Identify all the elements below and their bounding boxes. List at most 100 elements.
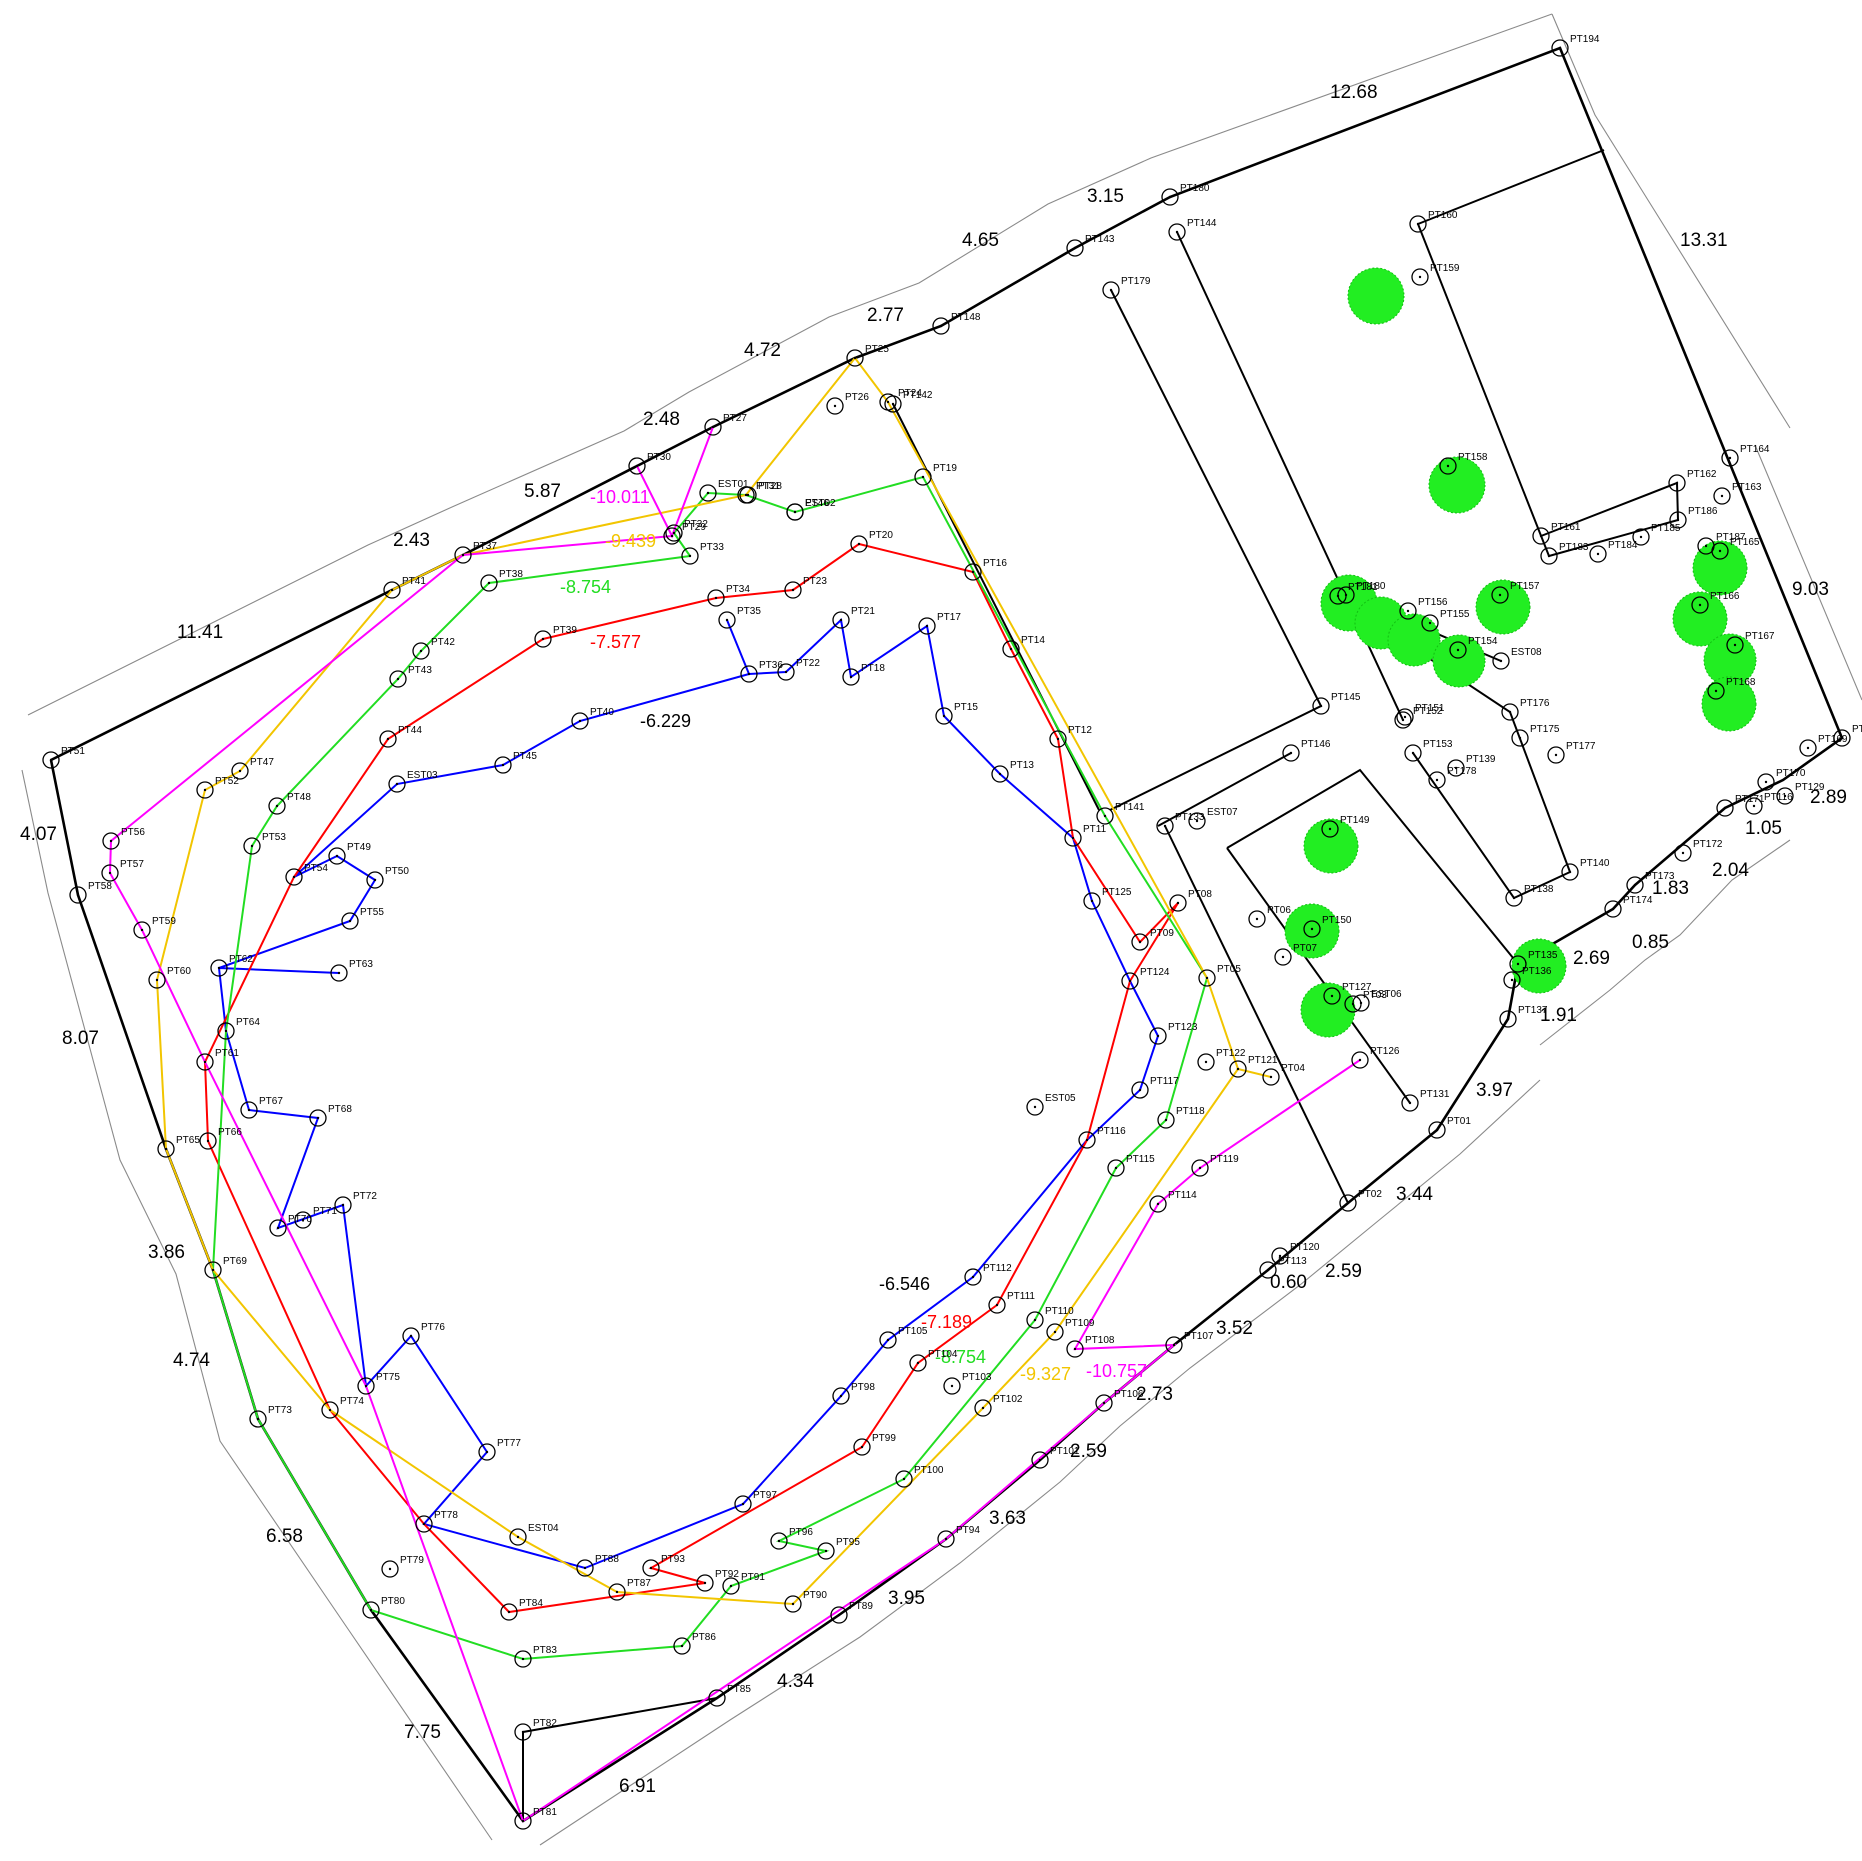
survey-point-marker [1499,1010,1517,1028]
survey-point-marker [1757,773,1775,791]
survey-point-dot [886,400,890,404]
survey-point-label: PT17 [937,612,961,623]
survey-point-label: PT172 [1693,839,1723,850]
survey-point-label: PT22 [796,658,820,669]
survey-point: PT87 [608,1578,651,1601]
survey-point-dot [1512,896,1516,900]
survey-point-dot [784,670,788,674]
survey-point-marker [943,1377,961,1395]
survey-point-marker [1411,268,1429,286]
survey-point-dot [741,1502,745,1506]
property-boundary [49,46,1844,1823]
survey-point-marker [148,971,166,989]
survey-point: PT81 [514,1807,557,1830]
survey-point-dot [791,1602,795,1606]
survey-point: PT153 [1404,739,1453,762]
survey-point: PT07 [1274,943,1317,966]
survey-point-label: PT140 [1580,858,1610,869]
survey-point-marker [210,959,228,977]
survey-point: PT88 [576,1554,619,1577]
survey-point-marker [1776,787,1794,805]
survey-point-label: PT177 [1566,741,1596,752]
survey-point-marker [330,964,348,982]
survey-point-dot [1358,1058,1362,1062]
survey-point-label: PT94 [956,1525,980,1536]
survey-point-marker [777,663,795,681]
survey-point-label: EST01 [718,479,749,490]
survey-point-marker [1149,1027,1167,1045]
survey-point-label: PT29 [682,522,706,533]
survey-point-marker [1282,744,1300,762]
survey-point: PT117 [1131,1076,1179,1099]
survey-point: PT26 [826,392,869,415]
survey-point-label: EST03 [407,770,438,781]
survey-point: EST04 [509,1523,559,1546]
survey-point: PT44 [379,725,422,748]
survey-point: PT151 [1396,703,1445,726]
survey-point-label: PT44 [398,725,422,736]
survey-point-marker [1626,876,1644,894]
dimension-text: 4.07 [20,824,57,845]
survey-point-label: PT113 [1278,1256,1307,1267]
survey-point-marker [1691,596,1709,614]
survey-point-marker [454,546,472,564]
survey-point-dot [824,1549,828,1553]
survey-point-dot [76,893,80,897]
survey-point-label: PT77 [497,1438,521,1449]
dimension-text: 9.03 [1792,579,1829,600]
dimension-text: 0.60 [1270,1272,1307,1293]
survey-point-label: PT05 [1217,964,1241,975]
survey-point-dot [1346,1201,1350,1205]
survey-point-marker [826,397,844,415]
survey-point-label: PT135 [1528,950,1558,961]
survey-point-dot [49,758,53,762]
survey-point-dot [839,618,843,622]
survey-point-marker [402,1327,420,1345]
survey-point-dot [1401,718,1405,722]
survey-point-label: PT122 [1216,1048,1246,1059]
survey-point-dot [950,1384,954,1388]
survey-point-label: PT141 [1115,802,1145,813]
survey-point-marker [850,535,868,553]
survey-point-dot [944,1537,948,1541]
survey-point-label: PT106 [1114,1389,1144,1400]
survey-point-dot [1539,534,1543,538]
survey-point-dot [1714,689,1718,693]
survey-point-marker [988,1296,1006,1314]
survey-point: PT63 [330,959,373,982]
survey-point: PT41 [383,576,426,599]
survey-point: PT13 [991,760,1034,783]
survey-point-dot [916,1361,920,1365]
survey-point-marker [1833,729,1851,747]
survey-point: EST08 [1492,647,1542,670]
survey-point-label: PT97 [753,1490,777,1501]
survey-point-dot [1411,751,1415,755]
survey-point-label: PT149 [1340,815,1370,826]
survey-point-dot [921,475,925,479]
survey-point-dot [1109,288,1113,292]
survey-point-label: PT51 [61,746,85,757]
survey-point: PT85 [708,1684,751,1707]
survey-point-dot [1416,222,1420,226]
survey-point-label: PT170 [1776,768,1806,779]
survey-point-dot [1506,1017,1510,1021]
survey-point-dot [501,763,505,767]
elevation-label: -6.546 [879,1274,930,1294]
survey-point-dot [1446,464,1450,468]
survey-point-marker [1540,547,1558,565]
survey-point-dot [461,553,465,557]
survey-point-dot [1269,1075,1273,1079]
survey-point-dot [419,649,423,653]
survey-point: PT122 [1197,1048,1246,1071]
building-i [1226,847,1411,1104]
survey-point: PT105 [879,1326,928,1349]
survey-point-label: PT23 [803,576,827,587]
survey-point-marker [1449,641,1467,659]
tree-icon [1387,613,1441,667]
survey-point-marker [1274,948,1292,966]
dimension-text: 2.77 [867,305,904,326]
survey-point-marker [1352,994,1370,1012]
dimension-text: 4.74 [173,1350,210,1371]
survey-point-marker [832,611,850,629]
